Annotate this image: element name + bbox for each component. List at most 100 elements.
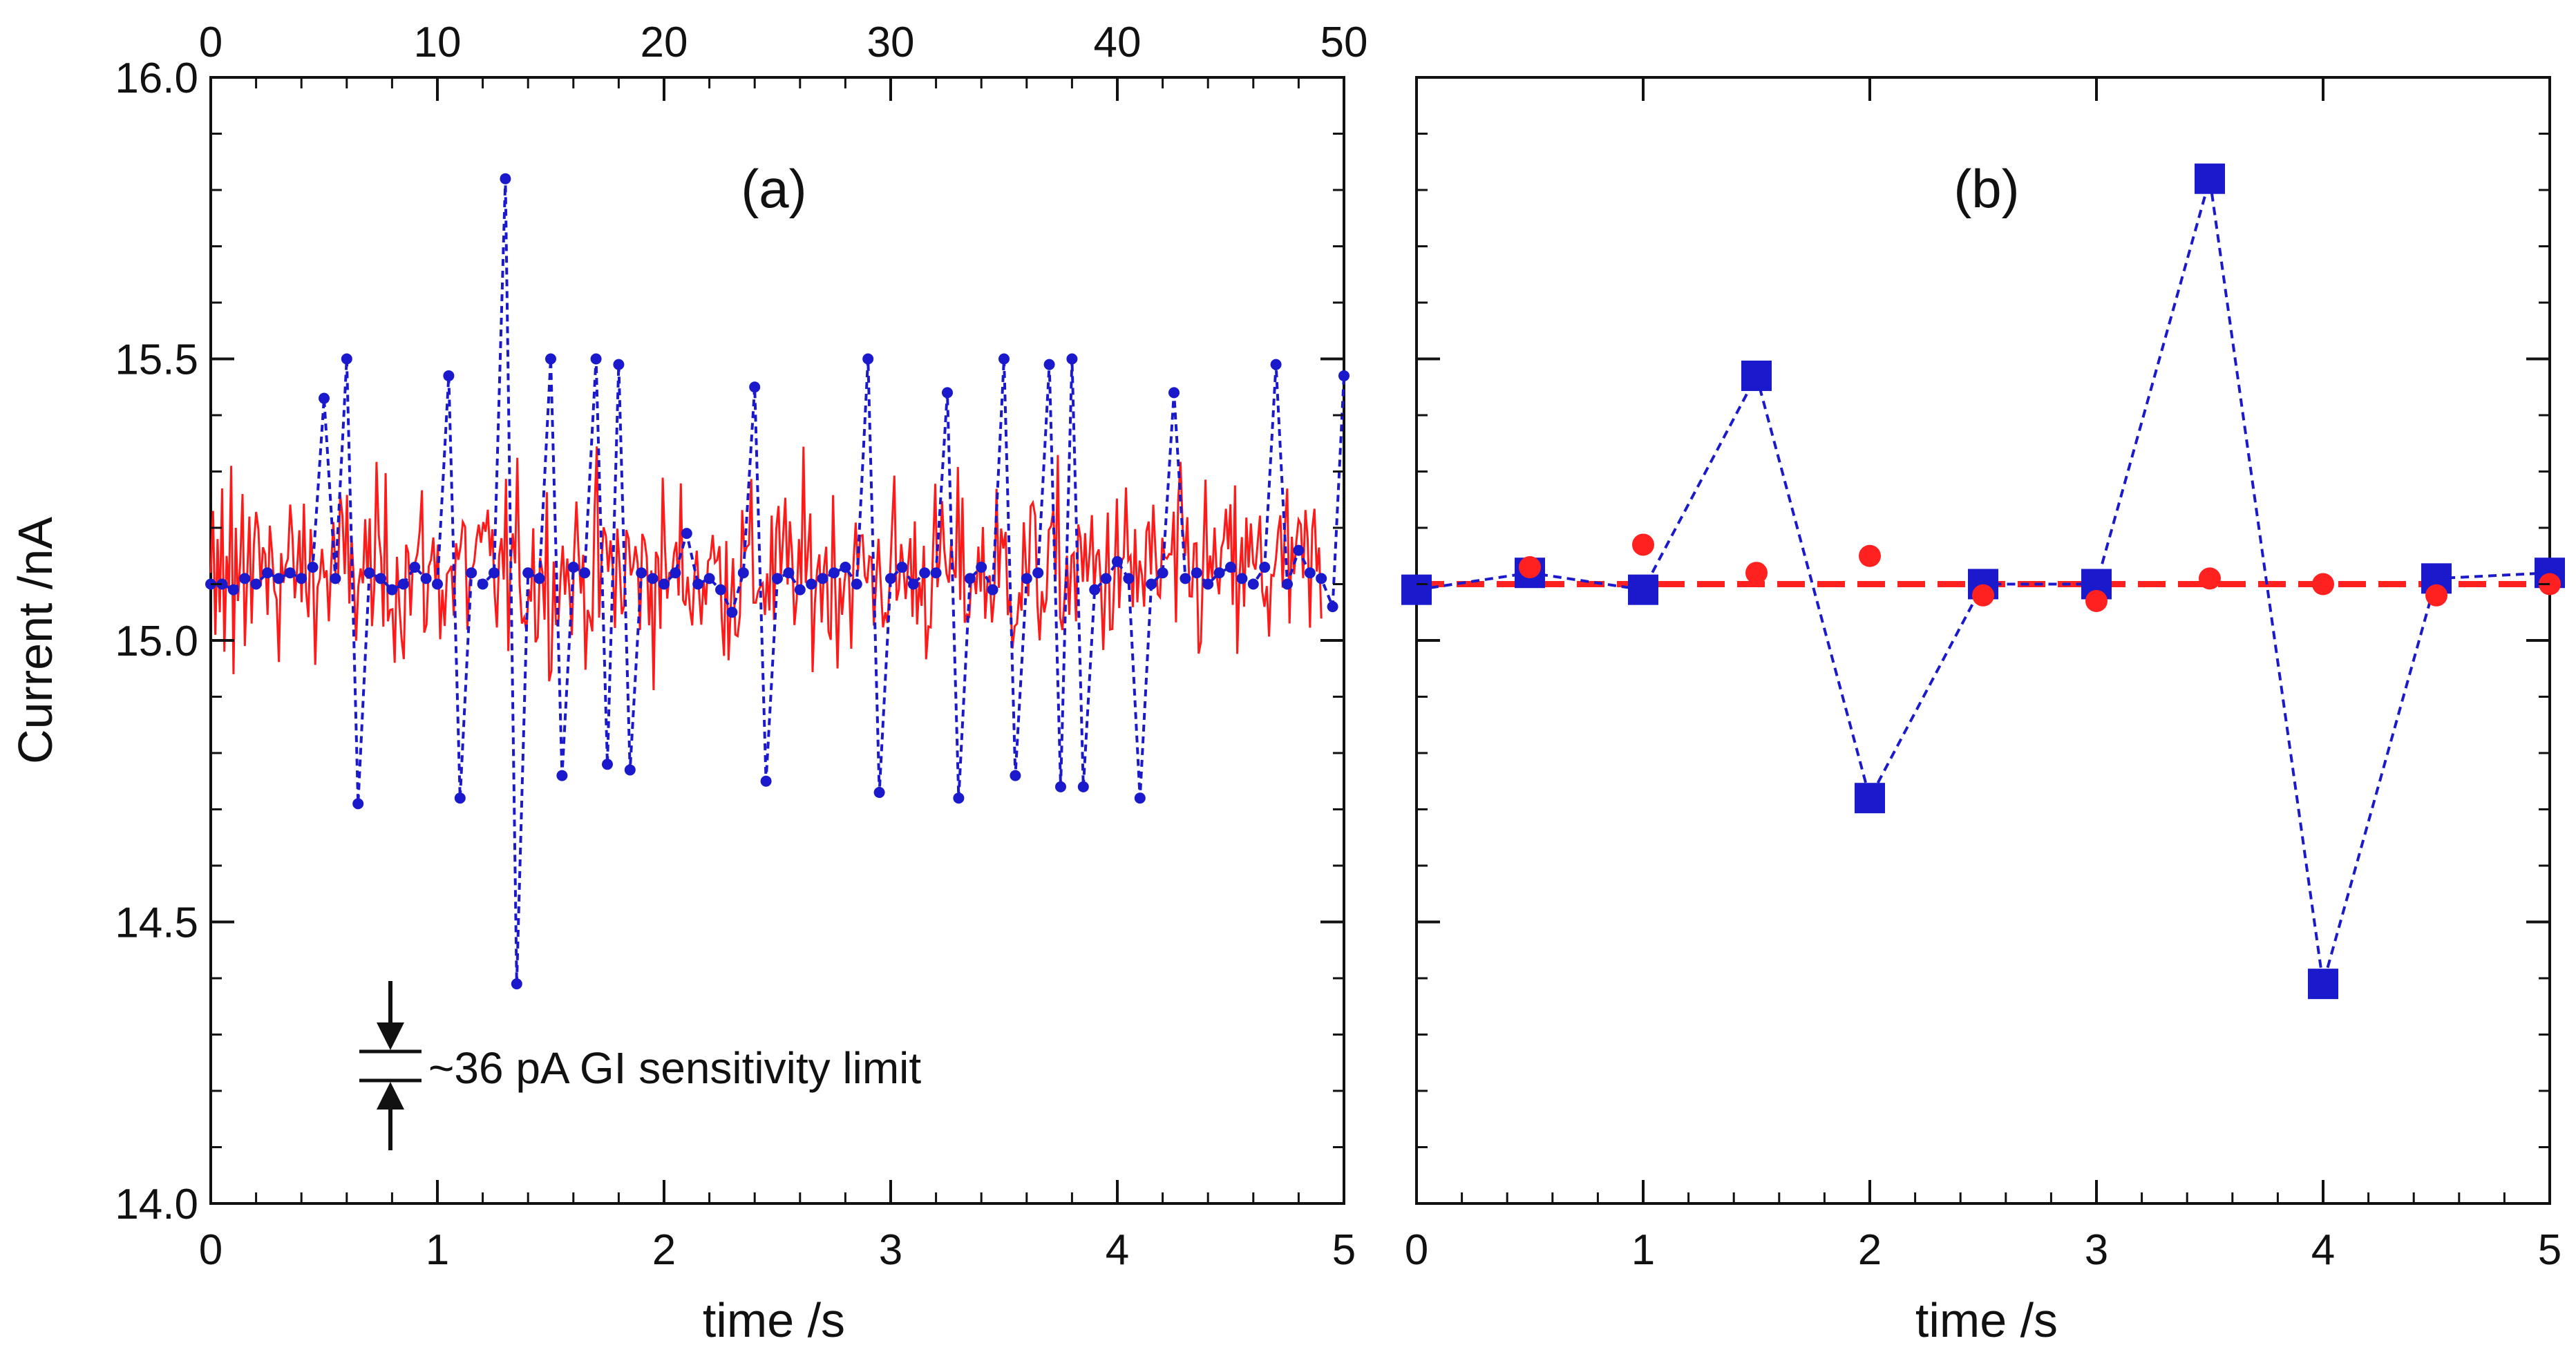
top-tick-label: 20 [641,19,688,66]
blue-point [1191,567,1202,579]
blue-point [284,567,296,579]
red-circle-point [2312,573,2334,596]
x-tick-label: 0 [199,1226,222,1274]
blue-point [1180,573,1191,584]
blue-point [907,578,919,590]
blue-point [1202,578,1214,590]
red-circle-point [1859,544,1881,567]
blue-point [397,578,409,590]
blue-point [273,573,285,584]
blue-point [749,381,761,393]
blue-point [1293,544,1305,556]
blue-point [1304,567,1316,579]
blue-point [636,567,647,579]
red-circle-point [1972,584,1994,607]
blue-point [987,584,998,596]
blue-point [1213,567,1225,579]
blue-point [363,567,375,579]
blue-point [1134,792,1146,804]
blue-point [1066,353,1078,365]
blue-point [772,573,783,584]
blue-point [976,562,987,573]
x-tick-label: 3 [2085,1226,2108,1274]
blue-point [1282,578,1293,590]
blue-point [1021,573,1032,584]
top-tick-label: 10 [414,19,462,66]
blue-point [420,573,432,584]
blue-point [296,573,307,584]
blue-point [602,759,613,770]
panel-b-label: (b) [1953,158,2019,219]
blue-point [1043,359,1055,370]
blue-point [1010,770,1021,781]
panel-b-x-axis-title: time /s [1915,1293,2058,1347]
blue-point [806,578,817,590]
red-circle-point [2425,584,2447,607]
blue-point [1247,578,1259,590]
blue-point [511,978,522,990]
x-tick-label: 1 [426,1226,449,1274]
sensitivity-limit-marker [359,981,422,1150]
blue-point [862,353,874,365]
panel-a: 0 1 2 3 4 514.014.515.015.516.00 10 20 30 40 50 (a… [8,19,1367,1347]
blue-point [352,798,364,810]
x-tick-label: 4 [1106,1226,1129,1274]
top-tick-label: 0 [199,19,222,66]
x-tick-label: 2 [1858,1226,1882,1274]
panel-b-ticks: 0 1 2 3 4 5 [1405,76,2561,1274]
y-tick-label: 15.0 [115,618,198,665]
blue-point [262,567,273,579]
red-circle-point [1519,556,1541,579]
blue-point [840,562,851,573]
sensitivity-annotation: ~36 pA GI sensitivity limit [428,1043,921,1093]
panel-a-ticks: 0 1 2 3 4 514.014.515.015.516.00 10 20 30 40 50 [115,19,1367,1274]
blue-point [443,370,455,381]
blue-square-point [1855,783,1885,814]
blue-point [579,567,591,579]
blue-point [1168,387,1180,399]
blue-point [817,573,828,584]
blue-point [942,387,953,399]
blue-point [522,567,534,579]
blue-point [239,573,251,584]
panel-a-label: (a) [741,158,806,219]
blue-point [341,353,352,365]
blue-point [590,353,602,365]
blue-point [613,359,625,370]
x-tick-label: 5 [1332,1226,1356,1274]
blue-square-point [1401,574,1432,605]
blue-point [454,792,466,804]
y-tick-label: 16.0 [115,55,198,102]
blue-point [1055,781,1066,792]
blue-point [1157,567,1168,579]
blue-point [432,578,443,590]
x-tick-label: 5 [2538,1226,2561,1274]
panel-a-frame [209,76,1345,1205]
red-circle-point [1745,562,1768,584]
blue-point [670,567,681,579]
blue-point [1338,370,1349,381]
x-tick-label: 2 [652,1226,676,1274]
blue-point [851,578,862,590]
red-noise-line [209,446,1323,691]
blue-point [409,562,421,573]
blue-point [466,567,477,579]
blue-point [1236,573,1248,584]
blue-point [500,173,511,184]
top-tick-label: 50 [1320,19,1368,66]
x-tick-label: 1 [1631,1226,1655,1274]
blue-square-point [1741,360,1772,391]
blue-point [964,573,976,584]
blue-point [307,562,319,573]
blue-point [250,578,262,590]
blue-point [1327,601,1338,613]
blue-point [1225,562,1236,573]
blue-point [533,573,545,584]
blue-square-point [2195,163,2225,194]
blue-point [953,792,965,804]
blue-point [1259,562,1271,573]
x-tick-label: 4 [2311,1226,2335,1274]
blue-point [330,573,341,584]
blue-point [1270,359,1282,370]
